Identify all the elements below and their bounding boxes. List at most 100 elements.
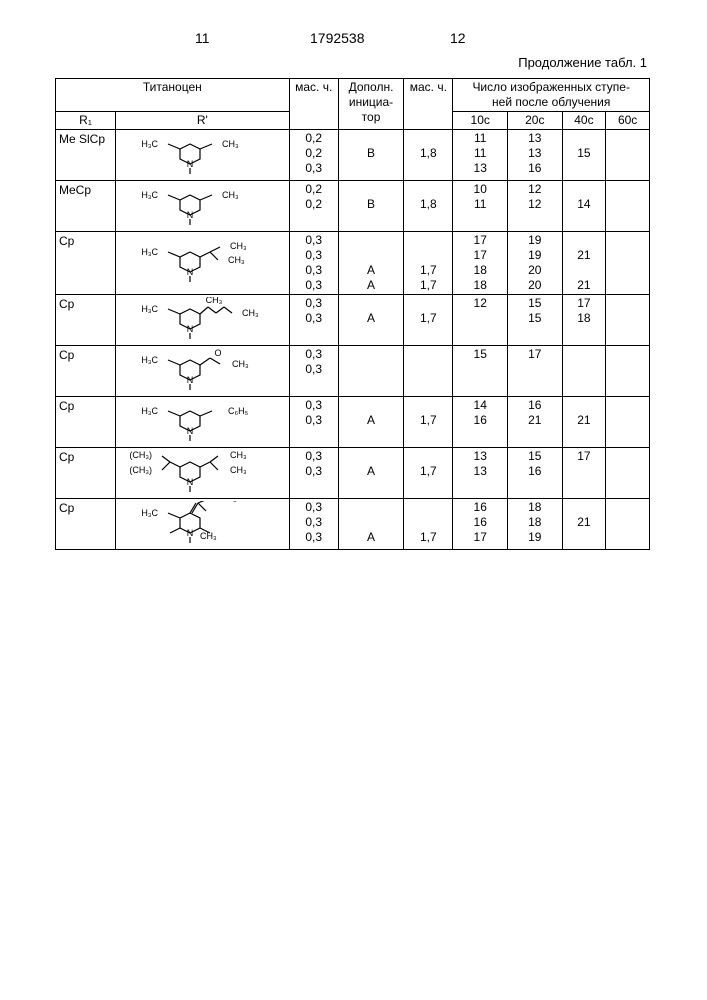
svg-text:C₆H₅: C₆H₅ (228, 406, 249, 416)
cell-structure: N H₃CCH₃ (116, 130, 290, 181)
chemical-structure-icon: N H₃CCH₃ (120, 183, 270, 229)
cell-structure: N H₃CCH₃CH₃ (116, 499, 290, 550)
svg-text:N: N (187, 375, 194, 385)
page-num-right: 12 (450, 30, 466, 46)
svg-text:H₃C: H₃C (141, 304, 158, 314)
cell-r1: Cp (56, 397, 116, 448)
cell-60c (606, 295, 650, 346)
doc-number: 1792538 (310, 30, 365, 46)
cell-40c: 21 21 (562, 232, 606, 295)
cell-10c: 12 (453, 295, 508, 346)
table-row: Cp N (CH₃)(CH₃)CH₃CH₃ 0,3 0,3 A 1,7 13 1… (56, 448, 650, 499)
hdr-titanocene: Титаноцен (56, 79, 290, 112)
cell-60c (606, 181, 650, 232)
cell-initiator: A (338, 499, 404, 550)
page-num-left: 11 (195, 30, 210, 46)
cell-structure: N H₃CC₆H₅ (116, 397, 290, 448)
cell-10c: 10 11 (453, 181, 508, 232)
cell-40c: 14 (562, 181, 606, 232)
cell-10c: 15 (453, 346, 508, 397)
header-row-1: Титаноцен мас. ч. Дополн. инициа- тор ма… (56, 79, 650, 112)
cell-structure: N (CH₃)(CH₃)CH₃CH₃ (116, 448, 290, 499)
svg-text:N: N (187, 267, 194, 277)
svg-text:(CH₃): (CH₃) (129, 450, 152, 460)
table-row: Cp N H₃CCH₃CH₃ 0,3 0,3 0,3 0,3 A A 1,7 1… (56, 232, 650, 295)
svg-text:CH₃: CH₃ (242, 308, 259, 318)
svg-text:CH₃: CH₃ (230, 465, 247, 475)
svg-text:CH₃: CH₃ (230, 450, 247, 460)
cell-40c: 21 (562, 499, 606, 550)
cell-r1: Cp (56, 448, 116, 499)
cell-20c: 15 15 (508, 295, 563, 346)
hdr-60c: 60c (606, 112, 650, 130)
cell-20c: 18 18 19 (508, 499, 563, 550)
cell-initiator: B (338, 181, 404, 232)
svg-text:CH₃: CH₃ (230, 241, 247, 251)
svg-text:CH₃: CH₃ (222, 190, 239, 200)
svg-text:N: N (187, 324, 194, 334)
cell-10c: 14 16 (453, 397, 508, 448)
hdr-20c: 20c (508, 112, 563, 130)
cell-60c (606, 448, 650, 499)
table-row: MeCp N H₃CCH₃ 0,2 0,2 B 1,8 10 11 12 12 … (56, 181, 650, 232)
cell-20c: 13 13 16 (508, 130, 563, 181)
cell-40c: 17 18 (562, 295, 606, 346)
svg-text:O: O (215, 348, 222, 358)
hdr-mass2: мас. ч. (404, 79, 453, 130)
svg-text:H₃C: H₃C (141, 508, 158, 518)
chemical-structure-icon: N H₃CC₆H₅ (120, 399, 270, 445)
cell-40c (562, 346, 606, 397)
cell-initiator: B (338, 130, 404, 181)
cell-r1: Cp (56, 346, 116, 397)
cell-r1: Me SlCp (56, 130, 116, 181)
hdr-10c: 10c (453, 112, 508, 130)
table-row: Cp N H₃CCH₃CH₃ 0,3 0,3 A 1,7 12 15 15 17… (56, 295, 650, 346)
cell-initiator: A (338, 448, 404, 499)
cell-mass1: 0,3 0,3 (289, 346, 338, 397)
cell-10c: 11 11 13 (453, 130, 508, 181)
cell-mass1: 0,3 0,3 (289, 397, 338, 448)
cell-mass2: 1,7 (404, 397, 453, 448)
chemical-structure-icon: N H₃CCH₃ (120, 132, 270, 178)
chemical-structure-icon: N H₃CCH₃CH₃ (120, 501, 270, 547)
hdr-mass1: мас. ч. (289, 79, 338, 130)
data-table-wrap: Титаноцен мас. ч. Дополн. инициа- тор ма… (55, 78, 650, 550)
cell-mass1: 0,2 0,2 0,3 (289, 130, 338, 181)
cell-initiator: A (338, 295, 404, 346)
cell-60c (606, 130, 650, 181)
cell-structure: N H₃CCH₃CH₃ (116, 295, 290, 346)
table-caption: Продолжение табл. 1 (518, 55, 647, 70)
cell-structure: N H₃C CH₃ CH₃ (116, 232, 290, 295)
cell-10c: 16 16 17 (453, 499, 508, 550)
cell-structure: N H₃CCH₃ (116, 181, 290, 232)
svg-text:CH₃: CH₃ (228, 255, 245, 265)
svg-text:H₃C: H₃C (141, 247, 158, 257)
cell-structure: N H₃COCH₃ (116, 346, 290, 397)
hdr-steps: Число изображенных ступе- ней после облу… (453, 79, 650, 112)
chemical-structure-icon: N H₃COCH₃ (120, 348, 270, 394)
svg-text:(CH₃): (CH₃) (129, 465, 152, 475)
svg-text:CH₃: CH₃ (220, 501, 237, 503)
table-row: Cp N H₃COCH₃ 0,3 0,3 15 17 (56, 346, 650, 397)
cell-10c: 17 17 18 18 (453, 232, 508, 295)
cell-mass2: 1,7 (404, 295, 453, 346)
svg-text:N: N (187, 159, 194, 169)
svg-text:H₃C: H₃C (141, 355, 158, 365)
chemical-structure-icon: N (CH₃)(CH₃)CH₃CH₃ (120, 450, 270, 496)
cell-mass2: 1,8 (404, 181, 453, 232)
svg-text:N: N (187, 426, 194, 436)
table-row: Cp N H₃CC₆H₅ 0,3 0,3 A 1,7 14 16 16 21 2… (56, 397, 650, 448)
hdr-40c: 40c (562, 112, 606, 130)
chemical-structure-icon: N H₃CCH₃CH₃ (120, 297, 270, 343)
cell-r1: MeCp (56, 181, 116, 232)
cell-mass2: 1,7 1,7 (404, 232, 453, 295)
cell-mass1: 0,3 0,3 0,3 (289, 499, 338, 550)
table-row: Me SlCp N H₃CCH₃ 0,2 0,2 0,3 B 1,8 11 11… (56, 130, 650, 181)
cell-r1: Cp (56, 295, 116, 346)
hdr-r1: R₁ (56, 112, 116, 130)
cell-60c (606, 232, 650, 295)
cell-20c: 15 16 (508, 448, 563, 499)
cell-r1: Cp (56, 232, 116, 295)
chemical-structure-icon: N H₃C CH₃ CH₃ (120, 240, 270, 286)
hdr-initiator: Дополн. инициа- тор (338, 79, 404, 130)
